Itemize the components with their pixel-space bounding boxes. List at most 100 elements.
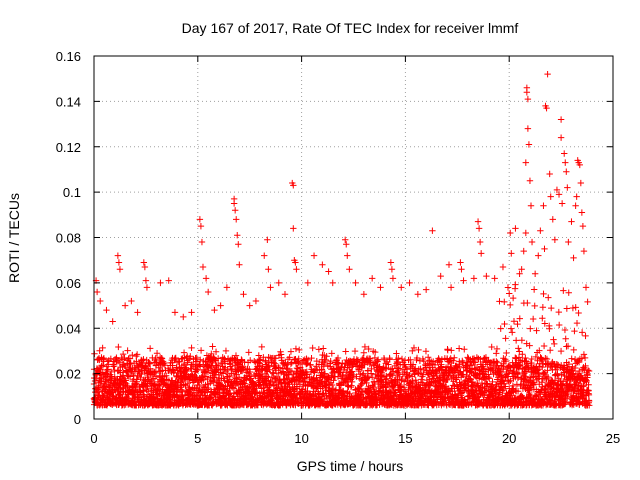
data-point	[196, 216, 204, 223]
data-point	[184, 380, 192, 387]
data-point	[246, 368, 254, 376]
data-point	[133, 351, 141, 358]
data-point	[585, 367, 593, 375]
data-point	[155, 364, 162, 371]
data-point	[128, 297, 135, 305]
data-point	[340, 388, 347, 395]
data-point	[180, 313, 187, 321]
data-point	[278, 354, 285, 361]
data-point	[448, 347, 455, 354]
data-point	[546, 170, 553, 178]
data-point	[493, 350, 500, 357]
data-point	[432, 368, 439, 376]
data-point	[187, 353, 194, 360]
data-point	[523, 84, 531, 91]
data-point	[221, 377, 228, 384]
data-point	[571, 364, 579, 372]
data-point	[445, 261, 453, 268]
data-point	[320, 395, 328, 403]
x-tick-label: 15	[398, 431, 412, 446]
data-point	[578, 329, 586, 336]
data-point	[104, 372, 111, 379]
data-point	[310, 375, 317, 382]
data-point	[134, 309, 141, 316]
data-point	[143, 284, 151, 291]
data-point	[541, 320, 549, 327]
data-point	[383, 387, 390, 394]
data-point	[503, 349, 510, 357]
data-point	[223, 284, 231, 291]
data-point	[544, 70, 551, 78]
data-point	[226, 360, 234, 367]
data-point	[283, 365, 290, 372]
data-point	[496, 389, 503, 396]
data-point	[171, 309, 179, 316]
data-point	[272, 355, 279, 362]
data-point	[584, 367, 592, 374]
data-point	[300, 379, 308, 386]
data-point	[157, 368, 164, 375]
data-point	[506, 290, 513, 297]
data-point	[512, 281, 519, 288]
data-point	[539, 315, 546, 322]
data-point	[137, 363, 145, 371]
data-point	[403, 372, 410, 380]
data-point	[353, 358, 361, 365]
data-point	[269, 369, 276, 376]
data-point	[207, 392, 214, 399]
data-point	[361, 343, 369, 351]
data-point	[570, 346, 577, 354]
data-point	[409, 377, 416, 385]
data-point	[561, 150, 568, 157]
data-point	[438, 363, 445, 370]
data-point	[234, 232, 241, 239]
data-point	[424, 354, 432, 361]
data-point	[265, 354, 272, 361]
data-point	[146, 360, 154, 367]
data-point	[172, 354, 179, 362]
data-point	[276, 364, 284, 372]
data-point	[475, 225, 483, 232]
data-point	[197, 356, 204, 363]
data-point	[518, 337, 526, 344]
data-point	[397, 387, 404, 395]
data-point	[385, 361, 392, 368]
data-point	[310, 392, 318, 399]
data-point	[410, 344, 418, 352]
data-point	[576, 161, 583, 169]
data-point	[124, 347, 131, 354]
data-point	[360, 291, 368, 298]
data-point	[516, 270, 523, 277]
data-point	[422, 348, 430, 355]
data-point	[320, 345, 327, 352]
data-point	[539, 304, 547, 311]
data-point	[524, 125, 532, 132]
data-point	[513, 369, 520, 376]
data-point	[528, 355, 535, 363]
data-point	[197, 222, 205, 230]
data-point	[561, 326, 569, 334]
data-point	[568, 218, 575, 225]
data-point	[437, 272, 444, 280]
data-point	[306, 361, 314, 369]
data-point	[449, 382, 457, 389]
data-point	[433, 370, 441, 377]
data-point	[140, 356, 147, 363]
data-point	[524, 299, 531, 307]
data-point	[568, 355, 575, 362]
data-point	[582, 284, 590, 291]
data-point	[571, 327, 578, 335]
data-point	[115, 259, 123, 266]
data-point	[168, 377, 176, 384]
data-point	[169, 362, 176, 369]
data-point	[533, 376, 540, 384]
data-point	[547, 193, 554, 200]
data-point	[422, 286, 430, 293]
data-point	[318, 366, 326, 373]
data-point	[580, 382, 588, 389]
y-tick-label: 0.12	[56, 140, 81, 155]
data-point	[555, 321, 563, 329]
data-point	[199, 263, 207, 271]
data-point	[386, 354, 393, 362]
